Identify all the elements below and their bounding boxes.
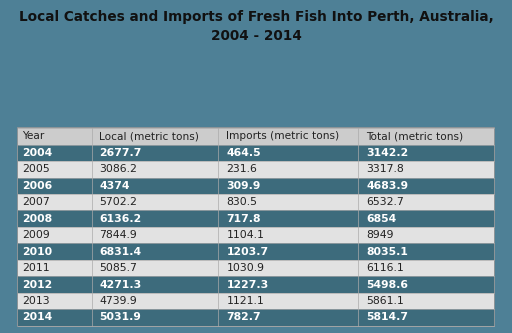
Text: Total (metric tons): Total (metric tons)	[367, 132, 464, 142]
Text: 4739.9: 4739.9	[99, 296, 137, 306]
Text: 8949: 8949	[367, 230, 394, 240]
Text: 2677.7: 2677.7	[99, 148, 142, 158]
Text: 2012: 2012	[23, 279, 53, 289]
Text: 782.7: 782.7	[226, 312, 261, 322]
Text: 6532.7: 6532.7	[367, 197, 404, 207]
Text: 5861.1: 5861.1	[367, 296, 404, 306]
Text: 2007: 2007	[23, 197, 50, 207]
Text: 2011: 2011	[23, 263, 50, 273]
Text: Local Catches and Imports of Fresh Fish Into Perth, Australia,
2004 - 2014: Local Catches and Imports of Fresh Fish …	[18, 10, 494, 44]
Bar	[18, 293, 494, 309]
Text: 3142.2: 3142.2	[367, 148, 409, 158]
Bar	[18, 210, 494, 227]
Text: 1121.1: 1121.1	[226, 296, 264, 306]
Text: 2005: 2005	[23, 165, 50, 174]
Text: Local (metric tons): Local (metric tons)	[99, 132, 199, 142]
Text: 2010: 2010	[23, 247, 52, 257]
Text: 309.9: 309.9	[226, 181, 261, 191]
Bar	[18, 161, 494, 177]
Text: 4374: 4374	[99, 181, 130, 191]
Bar	[18, 145, 494, 161]
Text: 231.6: 231.6	[226, 165, 257, 174]
Text: 6116.1: 6116.1	[367, 263, 404, 273]
Text: 1203.7: 1203.7	[226, 247, 268, 257]
Text: 5498.6: 5498.6	[367, 279, 409, 289]
Bar	[18, 276, 494, 293]
Text: 8035.1: 8035.1	[367, 247, 409, 257]
Text: Year: Year	[23, 132, 45, 142]
Bar	[18, 128, 494, 145]
Text: 3317.8: 3317.8	[367, 165, 404, 174]
Bar	[18, 260, 494, 276]
Text: 6831.4: 6831.4	[99, 247, 141, 257]
Text: 5814.7: 5814.7	[367, 312, 409, 322]
Text: 717.8: 717.8	[226, 214, 261, 224]
Text: 2014: 2014	[23, 312, 53, 322]
Bar	[18, 309, 494, 326]
Bar	[18, 194, 494, 210]
Text: 830.5: 830.5	[226, 197, 258, 207]
FancyBboxPatch shape	[18, 128, 494, 326]
Bar	[18, 177, 494, 194]
Text: 6854: 6854	[367, 214, 397, 224]
Text: 464.5: 464.5	[226, 148, 261, 158]
Text: 1030.9: 1030.9	[226, 263, 264, 273]
Text: 5085.7: 5085.7	[99, 263, 137, 273]
Text: 2006: 2006	[23, 181, 53, 191]
Text: 5031.9: 5031.9	[99, 312, 141, 322]
Text: 4271.3: 4271.3	[99, 279, 141, 289]
Text: 2004: 2004	[23, 148, 53, 158]
Text: 4683.9: 4683.9	[367, 181, 409, 191]
Text: 5702.2: 5702.2	[99, 197, 137, 207]
Text: 2008: 2008	[23, 214, 52, 224]
Text: Imports (metric tons): Imports (metric tons)	[226, 132, 339, 142]
Text: 6136.2: 6136.2	[99, 214, 141, 224]
Text: 2009: 2009	[23, 230, 50, 240]
Bar	[18, 227, 494, 243]
Text: 2013: 2013	[23, 296, 50, 306]
Bar	[18, 243, 494, 260]
Text: 1104.1: 1104.1	[226, 230, 264, 240]
Text: 3086.2: 3086.2	[99, 165, 137, 174]
Text: 7844.9: 7844.9	[99, 230, 137, 240]
Text: 1227.3: 1227.3	[226, 279, 269, 289]
